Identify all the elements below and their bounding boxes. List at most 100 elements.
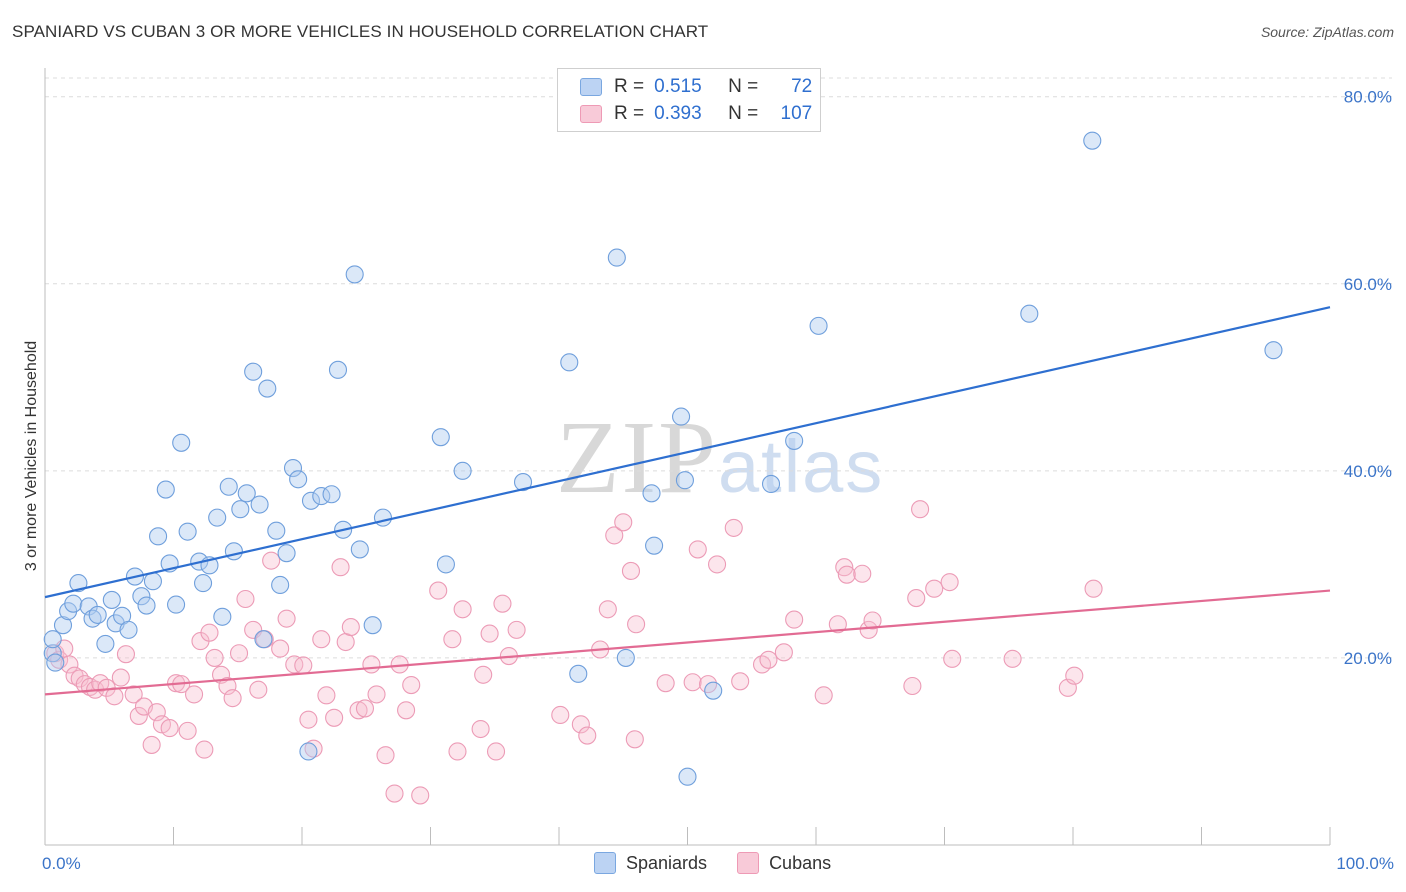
cuban-point bbox=[249, 680, 268, 699]
cuban-point bbox=[205, 648, 224, 667]
spaniard-point bbox=[149, 527, 168, 546]
spaniard-point bbox=[436, 555, 455, 574]
cuban-point bbox=[443, 630, 462, 649]
cuban-point bbox=[625, 730, 644, 749]
spaniard-point bbox=[156, 480, 175, 499]
spaniard-point bbox=[237, 484, 256, 503]
cuban-point bbox=[448, 742, 467, 761]
chart-title: SPANIARD VS CUBAN 3 OR MORE VEHICLES IN … bbox=[12, 22, 709, 41]
spaniard-point bbox=[172, 433, 191, 452]
spaniard-point bbox=[616, 648, 635, 667]
legend-n-value-spaniards: 72 bbox=[791, 76, 813, 97]
cuban-point bbox=[943, 649, 962, 668]
cuban-point bbox=[925, 579, 944, 598]
cuban-point bbox=[376, 746, 395, 765]
spaniard-point bbox=[167, 595, 186, 614]
series-legend-spaniards[interactable]: Spaniards bbox=[594, 852, 707, 874]
spaniard-point bbox=[194, 574, 213, 593]
cuban-point bbox=[474, 665, 493, 684]
series-legend-cubans[interactable]: Cubans bbox=[737, 852, 831, 874]
spaniard-point bbox=[213, 607, 232, 626]
cuban-point bbox=[185, 685, 204, 704]
cuban-point bbox=[940, 573, 959, 592]
cuban-point bbox=[271, 639, 290, 658]
cuban-point bbox=[304, 739, 323, 758]
cuban-point bbox=[598, 600, 617, 619]
spaniard-point bbox=[267, 521, 286, 540]
cuban-point bbox=[294, 656, 313, 675]
cuban-point bbox=[480, 624, 499, 643]
legend-swatch-spaniards bbox=[580, 78, 602, 96]
y-tick-label: 60.0% bbox=[1344, 275, 1392, 294]
y-axis-label: 3 or more Vehicles in Household bbox=[23, 341, 40, 571]
cuban-point bbox=[317, 686, 336, 705]
cuban-point bbox=[614, 513, 633, 532]
spaniard-point bbox=[53, 616, 73, 635]
spaniard-point bbox=[102, 590, 121, 609]
spaniard-point bbox=[645, 536, 664, 555]
series-label-cubans: Cubans bbox=[769, 852, 832, 873]
cuban-point bbox=[367, 685, 386, 704]
spaniard-point bbox=[299, 742, 318, 761]
cuban-point bbox=[355, 699, 375, 718]
cuban-point bbox=[837, 565, 856, 584]
spaniard-point bbox=[431, 428, 450, 447]
series-swatch-spaniards bbox=[594, 852, 616, 874]
cuban-point bbox=[578, 726, 597, 745]
cuban-point bbox=[656, 674, 675, 693]
spaniard-point bbox=[137, 596, 156, 615]
y-tick-label: 80.0% bbox=[1344, 88, 1392, 107]
cuban-point bbox=[1084, 579, 1103, 598]
source-credit: Source: ZipAtlas.com bbox=[1260, 24, 1394, 40]
cuban-point bbox=[195, 740, 214, 759]
spaniard-point bbox=[672, 407, 691, 426]
cuban-point bbox=[759, 650, 778, 669]
spaniard-point bbox=[363, 616, 382, 635]
x-tick-label: 100.0% bbox=[1336, 854, 1394, 873]
cuban-point bbox=[336, 632, 355, 652]
spaniard-point bbox=[277, 544, 296, 563]
legend-r-label: R = bbox=[614, 103, 645, 124]
cuban-point bbox=[621, 561, 641, 580]
spaniard-point bbox=[513, 473, 533, 492]
cuban-point bbox=[331, 558, 350, 577]
cuban-point bbox=[236, 589, 255, 609]
cuban-point bbox=[828, 615, 847, 634]
spaniard-point bbox=[208, 508, 227, 527]
correlation-legend: R = 0.515 N = 72 R = 0.393 N = 107 bbox=[557, 68, 821, 132]
spaniard-point bbox=[244, 362, 263, 381]
cuban-point bbox=[60, 655, 79, 674]
cuban-point bbox=[277, 609, 296, 628]
legend-row-spaniards: R = 0.515 N = 72 bbox=[580, 75, 812, 99]
cuban-point bbox=[814, 686, 833, 705]
spaniard-point bbox=[224, 542, 243, 561]
legend-n-label: N = bbox=[728, 76, 759, 97]
cuban-point bbox=[507, 620, 526, 639]
spaniard-point bbox=[809, 316, 828, 335]
spaniard-point bbox=[678, 767, 697, 786]
axis-labels: 20.0% 40.0% 60.0% 80.0% 0.0% 100.0% 3 or more … bbox=[23, 88, 1394, 873]
cuban-point bbox=[683, 673, 702, 692]
spaniard-point bbox=[271, 575, 290, 595]
cuban-point bbox=[142, 735, 161, 754]
series-legend: Spaniards Cubans bbox=[594, 852, 861, 874]
cuban-point bbox=[229, 644, 249, 663]
axes bbox=[44, 68, 1331, 846]
cuban-point bbox=[129, 706, 148, 725]
cuban-point bbox=[312, 630, 331, 649]
spaniard-point bbox=[119, 620, 138, 639]
spaniard-point bbox=[607, 248, 626, 267]
spaniard-point bbox=[1020, 304, 1039, 323]
cuban-point bbox=[1065, 666, 1084, 685]
legend-swatch-cubans bbox=[580, 105, 602, 123]
cubans-trend-line bbox=[44, 589, 1331, 696]
trend-lines bbox=[44, 306, 1331, 696]
legend-r-value-cubans: 0.393 bbox=[654, 103, 702, 124]
series-label-spaniards: Spaniards bbox=[626, 852, 708, 873]
cuban-point bbox=[402, 676, 421, 695]
spaniard-point bbox=[675, 471, 694, 490]
spaniard-point bbox=[569, 664, 588, 683]
cuban-point bbox=[863, 611, 882, 630]
spaniard-point bbox=[219, 477, 238, 496]
